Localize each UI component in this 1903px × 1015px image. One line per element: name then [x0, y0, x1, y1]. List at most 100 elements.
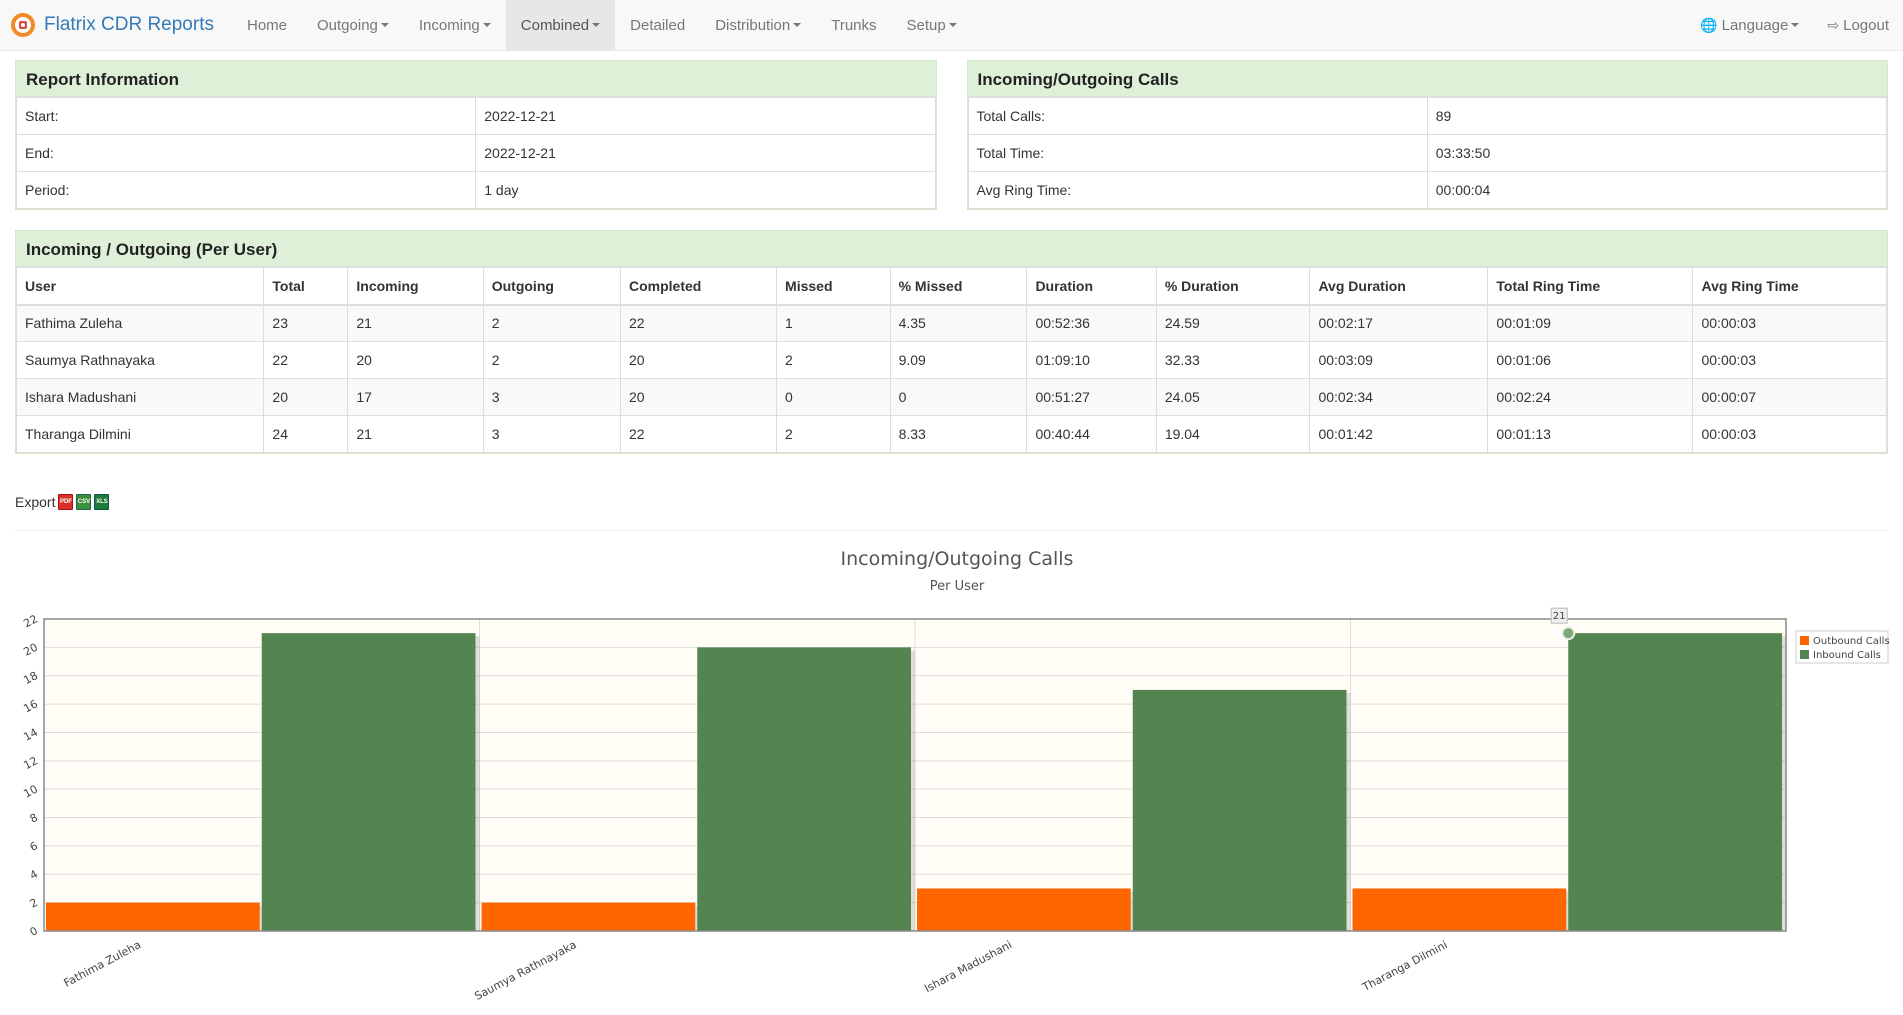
- legend-swatch: [1800, 636, 1809, 645]
- legend-swatch: [1800, 650, 1809, 659]
- y-tick-label: 6: [28, 839, 40, 854]
- column-header[interactable]: Incoming: [347, 267, 484, 306]
- table-cell: Tharanga Dilmini: [15, 415, 265, 453]
- logout-link[interactable]: ⇨ Logout: [1813, 0, 1903, 50]
- report-info-value: 2022-12-21: [475, 97, 936, 135]
- nav-item-label: Distribution: [715, 16, 791, 34]
- xls-icon[interactable]: XLS: [94, 494, 110, 510]
- logout-icon: ⇨: [1827, 16, 1840, 33]
- chevron-down-icon: [1791, 23, 1800, 27]
- column-header[interactable]: % Duration: [1155, 267, 1311, 306]
- chart-title: Incoming/Outgoing Calls: [841, 548, 1074, 570]
- column-header[interactable]: Total Ring Time: [1487, 267, 1694, 306]
- calls-info-row: Avg Ring Time: 00:00:04: [967, 171, 1888, 209]
- y-tick-label: 4: [28, 868, 40, 883]
- table-cell: 2: [776, 341, 891, 379]
- navbar: Flatrix CDR Reports Home Outgoing Incoming…: [0, 0, 1903, 51]
- chevron-down-icon: [948, 23, 957, 27]
- legend-label: Outbound Calls: [1813, 636, 1890, 647]
- table-cell: 00:40:44: [1026, 415, 1157, 453]
- calls-info-row: Total Calls: 89: [967, 97, 1888, 135]
- column-header[interactable]: User: [15, 267, 265, 306]
- table-cell: 0: [889, 378, 1028, 416]
- table-cell: 21: [347, 304, 484, 342]
- column-header[interactable]: Avg Duration: [1309, 267, 1489, 306]
- calls-info-table: Total Calls: 89 Total Time: 03:33:50 Avg Rin…: [967, 97, 1888, 209]
- x-tick-label: Saumya Rathnayaka: [472, 938, 578, 1001]
- outbound-calls-bar: [917, 888, 1131, 931]
- table-header-row: User Total Incoming Outgoing Completed Missed…: [15, 267, 1887, 306]
- nav-item-label: Home: [246, 16, 287, 34]
- report-info-row: Period: 1 day: [15, 171, 936, 209]
- table-cell: 20: [347, 341, 484, 379]
- main-content: Report Information Start: 2022-12-21 End: 2…: [0, 60, 1903, 1003]
- column-header[interactable]: Duration: [1026, 267, 1157, 306]
- highlight-point: [1561, 626, 1576, 641]
- calls-info-value: 00:00:04: [1426, 171, 1888, 209]
- plot-border: [43, 618, 1787, 932]
- table-cell: 00:00:03: [1692, 341, 1887, 379]
- brand-title: Flatrix CDR Reports: [44, 14, 214, 35]
- outbound-calls-bar: [46, 902, 260, 931]
- nav-item-combined[interactable]: Combined: [505, 0, 616, 50]
- outbound-calls-bar: [1352, 888, 1567, 931]
- main-nav: Home Outgoing Incoming Combined Detailed Dist…: [232, 0, 972, 50]
- nav-item-incoming[interactable]: Incoming: [404, 0, 506, 50]
- csv-icon[interactable]: CSV: [76, 494, 92, 510]
- nav-item-detailed[interactable]: Detailed: [615, 0, 700, 50]
- table-cell: 00:02:34: [1309, 378, 1489, 416]
- report-info-label: End:: [15, 134, 477, 172]
- table-cell: 00:02:17: [1309, 304, 1489, 342]
- pdf-icon[interactable]: PDF: [58, 494, 74, 510]
- table-cell: 00:02:24: [1487, 378, 1694, 416]
- table-cell: Saumya Rathnayaka: [15, 341, 265, 379]
- y-tick-label: 16: [21, 697, 39, 715]
- table-cell: 2: [482, 341, 622, 379]
- nav-item-trunks[interactable]: Trunks: [816, 0, 891, 50]
- per-user-table: User Total Incoming Outgoing Completed Missed…: [15, 267, 1887, 453]
- nav-item-distribution[interactable]: Distribution: [700, 0, 816, 50]
- calls-info-row: Total Time: 03:33:50: [967, 134, 1888, 172]
- column-header[interactable]: Completed: [619, 267, 778, 306]
- table-cell: 2: [482, 304, 622, 342]
- nav-item-home[interactable]: Home: [232, 0, 302, 50]
- table-cell: 22: [619, 304, 778, 342]
- report-info-value: 1 day: [475, 171, 936, 209]
- language-dropdown[interactable]: 🌐 Language: [1686, 0, 1813, 50]
- table-cell: 22: [263, 341, 349, 379]
- per-user-panel: Incoming / Outgoing (Per User) User Total…: [15, 230, 1888, 454]
- table-cell: 2: [776, 415, 891, 453]
- table-row: Ishara Madushani 20 17 3 20 0 0 00:51:27 24.05 00…: [15, 378, 1887, 416]
- y-tick-label: 18: [21, 669, 39, 687]
- column-header[interactable]: Missed: [776, 267, 891, 306]
- chevron-down-icon: [380, 23, 389, 27]
- column-header[interactable]: Avg Ring Time: [1692, 267, 1887, 306]
- table-cell: 00:51:27: [1026, 378, 1157, 416]
- inbound-calls-bar: [1132, 689, 1347, 931]
- chevron-down-icon: [482, 23, 491, 27]
- table-cell: 00:00:03: [1692, 304, 1887, 342]
- table-cell: Fathima Zuleha: [15, 304, 265, 342]
- table-row: Saumya Rathnayaka 22 20 2 20 2 9.09 01:09:10 32.…: [15, 341, 1887, 379]
- nav-item-label: Combined: [520, 16, 590, 34]
- nav-item-setup[interactable]: Setup: [892, 0, 972, 50]
- nav-item-outgoing[interactable]: Outgoing: [302, 0, 404, 50]
- chevron-down-icon: [592, 23, 601, 27]
- export-bar: Export PDF CSV XLS: [15, 494, 1888, 510]
- column-header[interactable]: Outgoing: [482, 267, 622, 306]
- table-cell: 24.59: [1155, 304, 1311, 342]
- y-tick-label: 10: [21, 782, 39, 800]
- column-header[interactable]: % Missed: [889, 267, 1028, 306]
- x-tick-label: Fathima Zuleha: [62, 938, 144, 990]
- nav-item-label: Detailed: [630, 16, 686, 34]
- calls-chart: Incoming/Outgoing Calls Per User 0 2 4 6 8 10 12…: [15, 531, 1903, 1003]
- brand-link[interactable]: Flatrix CDR Reports: [0, 0, 232, 50]
- table-cell: 0: [776, 378, 891, 416]
- table-cell: 24.05: [1155, 378, 1311, 416]
- table-cell: 24: [263, 415, 349, 453]
- table-row: Tharanga Dilmini 24 21 3 22 2 8.33 00:40:44 19.0…: [15, 415, 1887, 453]
- column-header[interactable]: Total: [263, 267, 349, 306]
- summary-row: Report Information Start: 2022-12-21 End: 2…: [15, 60, 1888, 210]
- chart-svg: Incoming/Outgoing Calls Per User 0 2 4 6 8 10 12…: [21, 548, 1890, 1003]
- calls-info-title: Incoming/Outgoing Calls: [967, 61, 1887, 97]
